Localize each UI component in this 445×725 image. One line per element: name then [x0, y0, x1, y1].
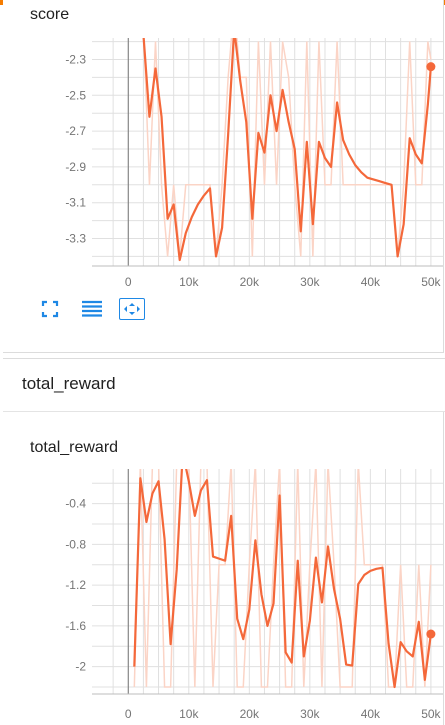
series-line-raw	[143, 38, 432, 257]
chart-title-score: score	[30, 6, 70, 23]
x-tick-label: 30k	[300, 275, 320, 289]
fullscreen-icon	[41, 300, 59, 318]
x-tick-label: 50k	[421, 275, 441, 289]
list-lines-icon	[82, 300, 102, 317]
toggle-log-scale-button[interactable]	[79, 298, 105, 320]
last-point-marker	[426, 62, 436, 72]
y-tick-label: -0.4	[65, 497, 86, 511]
y-tick-label: -2.5	[65, 88, 86, 102]
x-tick-label: 10k	[179, 707, 199, 721]
x-tick-label: 40k	[361, 707, 381, 721]
chart-score[interactable]: -2.3 -2.5 -2.7 -2.9 -3.1 -3.3 0 10k 20k 30k 40k 50k	[3, 0, 443, 290]
chart-card-score: score -2.3 -2.5 -2.7 -2.9 -3.1 -3.3 0 10k 20k 30k…	[3, 0, 444, 353]
x-tick-label: 40k	[361, 275, 381, 289]
series-line-smoothed	[133, 469, 432, 689]
series-line-smoothed	[142, 38, 432, 262]
x-tick-label: 30k	[300, 707, 320, 721]
fullscreen-button[interactable]	[37, 298, 63, 320]
x-tick-label: 20k	[240, 707, 260, 721]
chart-title-total-reward: total_reward	[30, 439, 119, 456]
fit-domain-button[interactable]	[119, 298, 145, 320]
x-tick-label: 50k	[421, 707, 441, 721]
y-tick-label: -0.8	[65, 537, 86, 551]
y-tick-label: -2.3	[65, 52, 86, 66]
y-tick-label: -2.7	[65, 124, 86, 138]
y-tick-label: -3.3	[65, 232, 86, 246]
y-tick-label: -1.6	[65, 619, 86, 633]
y-tick-label: -2	[75, 660, 86, 674]
section-title: total_reward	[22, 374, 116, 393]
x-tick-label: 10k	[179, 275, 199, 289]
section-header-total-reward[interactable]: total_reward	[3, 358, 445, 412]
x-tick-label: 0	[125, 275, 132, 289]
x-tick-label: 20k	[240, 275, 260, 289]
chart-total-reward[interactable]: -0.4 -0.8 -1.2 -1.6 -2 0 10k 20k 30k 40k 50k	[3, 412, 443, 725]
y-tick-label: -1.2	[65, 578, 86, 592]
last-point-marker	[426, 629, 436, 639]
y-tick-label: -3.1	[65, 196, 86, 210]
x-tick-label: 0	[125, 707, 132, 721]
chart-card-total-reward: total_reward -0.4 -0.8 -1.2 -1.6 -2 0 10k 20k 30…	[3, 412, 444, 725]
y-tick-label: -2.9	[65, 160, 86, 174]
fit-domain-icon	[124, 303, 140, 315]
